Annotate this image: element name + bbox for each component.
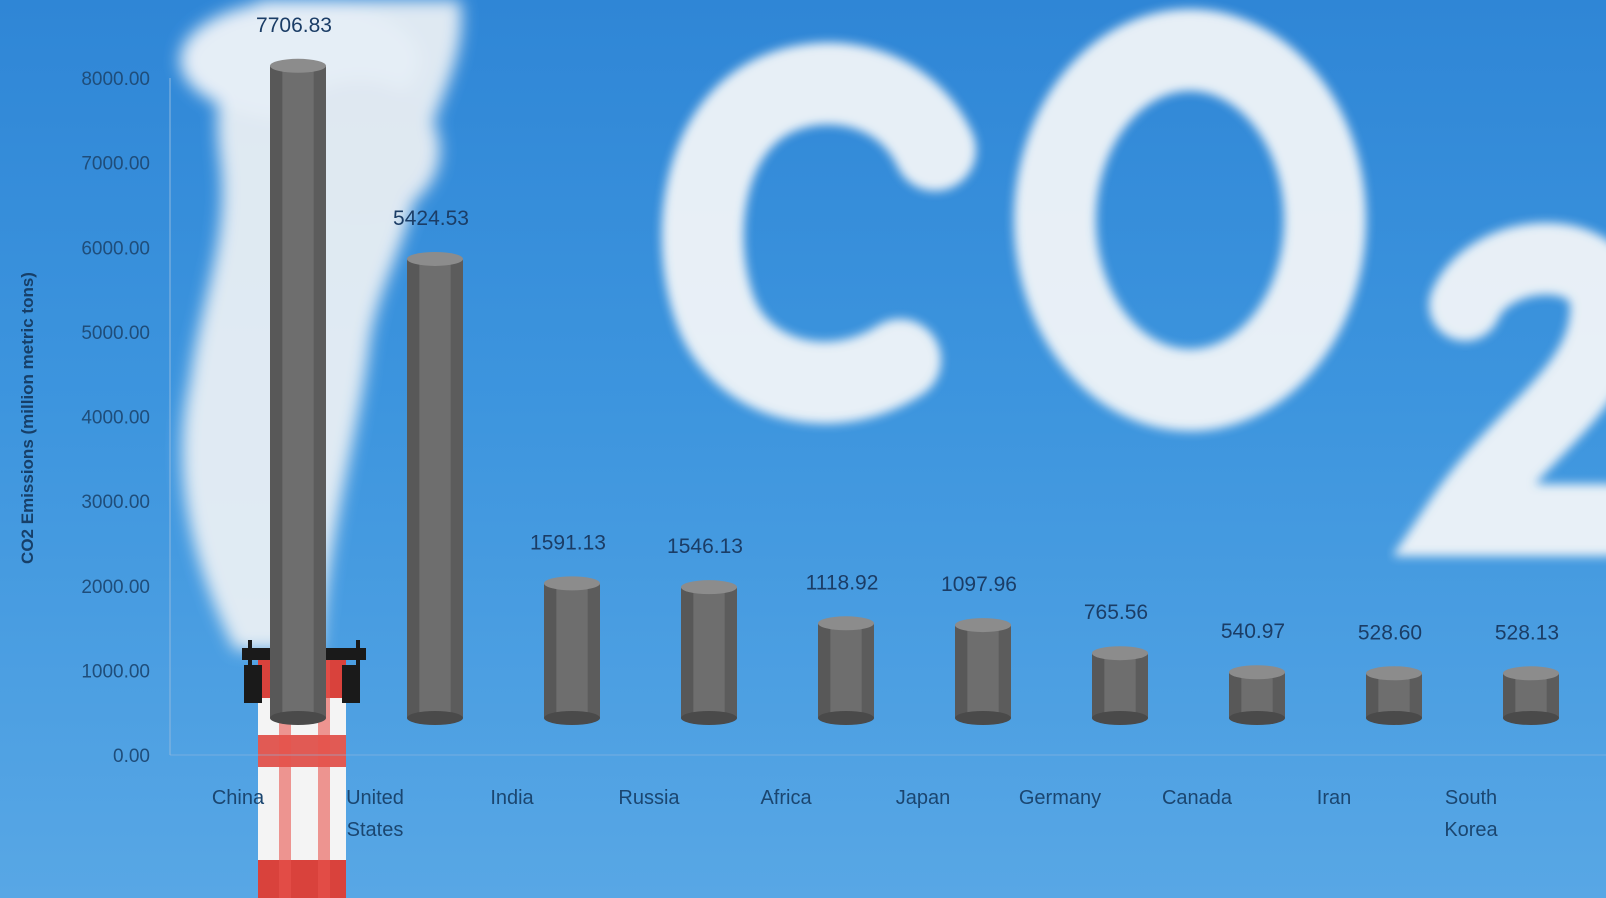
x-tick-label: India bbox=[490, 787, 534, 809]
bar bbox=[955, 618, 1011, 725]
bar bbox=[544, 576, 600, 725]
data-label: 528.13 bbox=[1495, 621, 1559, 644]
y-tick-label: 4000.00 bbox=[81, 408, 150, 429]
data-label: 765.56 bbox=[1084, 601, 1148, 624]
x-axis-labels: China United States India Russia Africa Japan G… bbox=[212, 787, 1499, 841]
bar bbox=[270, 58, 326, 725]
bar bbox=[1229, 665, 1285, 725]
data-label: 7706.83 bbox=[256, 14, 332, 37]
data-label: 1118.92 bbox=[806, 571, 879, 594]
bar bbox=[1092, 646, 1148, 725]
x-tick-label: Russia bbox=[618, 787, 680, 809]
x-tick-label: Canada bbox=[1162, 787, 1233, 809]
data-label: 540.97 bbox=[1221, 620, 1285, 643]
bar bbox=[1503, 666, 1559, 725]
x-tick-label: China bbox=[212, 787, 265, 809]
x-tick-label: United States bbox=[346, 787, 404, 841]
y-tick-label: 0.00 bbox=[113, 746, 150, 767]
data-labels: 7706.83 5424.53 1591.13 1546.13 1118.92 1097.… bbox=[256, 14, 1559, 644]
y-tick-label: 8000.00 bbox=[81, 69, 150, 90]
data-label: 1591.13 bbox=[530, 531, 606, 554]
data-label: 5424.53 bbox=[393, 207, 469, 230]
bar bbox=[681, 580, 737, 725]
bars bbox=[270, 58, 1559, 725]
bar bbox=[818, 616, 874, 725]
y-tick-label: 5000.00 bbox=[81, 323, 150, 344]
data-label: 528.60 bbox=[1358, 621, 1422, 644]
y-tick-label: 7000.00 bbox=[81, 154, 150, 175]
y-axis-title: CO2 Emissions (million metric tons) bbox=[18, 272, 37, 564]
y-axis: 0.00 1000.00 2000.00 3000.00 4000.00 5000.00 6… bbox=[81, 69, 1606, 767]
bar bbox=[1366, 666, 1422, 725]
x-tick-label: South Korea bbox=[1444, 787, 1498, 841]
x-tick-label: Japan bbox=[896, 787, 951, 809]
x-tick-label: Germany bbox=[1019, 787, 1101, 809]
bar bbox=[407, 251, 463, 725]
y-tick-label: 2000.00 bbox=[81, 577, 150, 598]
data-label: 1546.13 bbox=[667, 535, 743, 558]
y-tick-label: 3000.00 bbox=[81, 492, 150, 513]
y-tick-label: 6000.00 bbox=[81, 238, 150, 259]
x-tick-label: Iran bbox=[1317, 787, 1351, 809]
x-tick-label: Africa bbox=[760, 787, 812, 809]
data-label: 1097.96 bbox=[941, 573, 1017, 596]
y-tick-label: 1000.00 bbox=[81, 661, 150, 682]
